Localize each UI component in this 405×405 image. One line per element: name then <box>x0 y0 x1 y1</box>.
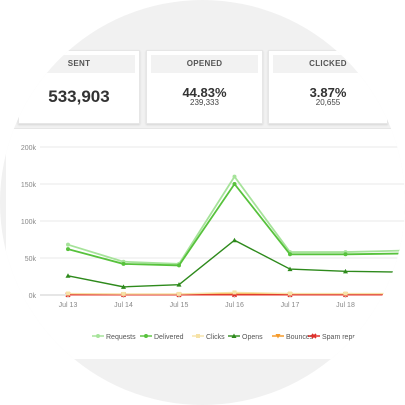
x-tick-label: Jul 14 <box>114 302 133 309</box>
data-point <box>399 248 403 253</box>
clicked-label: CLICKED <box>273 55 383 73</box>
y-tick-label: 0k <box>29 293 37 300</box>
y-tick-label: 100k <box>21 219 37 226</box>
data-point <box>275 334 281 339</box>
series-line-requests <box>67 175 402 265</box>
data-point <box>232 237 237 243</box>
x-tick-label: Jul 15 <box>170 302 189 309</box>
data-point <box>177 263 181 268</box>
data-point <box>343 268 348 274</box>
data-point <box>343 252 348 257</box>
data-point <box>232 174 237 179</box>
data-point <box>232 182 237 186</box>
y-tick-label: 200k <box>21 145 37 152</box>
legend-label: Opens <box>242 334 263 341</box>
data-point <box>96 334 100 338</box>
sent-value: 533,903 <box>48 87 110 106</box>
data-point <box>121 284 126 289</box>
data-point <box>399 291 403 296</box>
opened-sub: 239,333 <box>190 98 219 107</box>
opened-label: OPENED <box>151 55 258 73</box>
data-point <box>177 291 181 296</box>
x-tick-label: Jul 16 <box>225 302 244 309</box>
opened-card: OPENED 44.83% 239,333 <box>146 50 263 124</box>
series-line-opens <box>67 239 402 288</box>
data-point <box>65 273 71 278</box>
data-point <box>311 333 317 339</box>
legend-label: Bounces <box>286 334 314 341</box>
data-point <box>66 291 70 296</box>
data-point <box>121 261 126 266</box>
data-point <box>398 269 404 275</box>
data-point <box>196 334 200 338</box>
chart-panel: 0k 50k 100k 150k 200k Jul 13 Jul 14 Jul 15 Jul 1… <box>6 128 405 359</box>
data-point <box>176 282 182 287</box>
data-point <box>66 242 70 247</box>
data-point <box>232 290 237 295</box>
sent-card: SENT 533,903 <box>18 50 140 124</box>
x-tick-label: Jul 13 <box>59 302 78 309</box>
data-point <box>66 247 70 252</box>
y-tick-label: 150k <box>21 182 37 189</box>
opened-value: 44.83% <box>182 85 227 100</box>
legend-label: Spam repr <box>322 334 355 341</box>
sent-label: SENT <box>23 55 135 73</box>
legend-label: Delivered <box>154 334 184 341</box>
legend-label: Clicks <box>206 334 225 341</box>
y-tick-label: 50k <box>25 256 37 263</box>
x-tick-label: Jul 18 <box>336 302 355 309</box>
x-tick-label: Jul 17 <box>281 302 300 309</box>
data-point <box>399 251 403 256</box>
clicked-sub: 20,655 <box>315 98 341 107</box>
data-point <box>287 266 293 272</box>
data-point <box>288 252 292 257</box>
data-point <box>231 333 237 338</box>
legend-label: Requests <box>106 334 136 341</box>
clicked-card: CLICKED 3.87% 20,655 <box>268 50 388 124</box>
data-point <box>288 291 292 296</box>
clicked-value: 3.87% <box>309 85 347 100</box>
line-chart: 0k 50k 100k 150k 200k Jul 13 Jul 14 Jul 15 Jul 1… <box>21 145 405 341</box>
data-point <box>343 291 348 296</box>
data-point <box>144 334 148 338</box>
data-point <box>121 291 126 296</box>
series-line-delivered <box>67 182 402 267</box>
